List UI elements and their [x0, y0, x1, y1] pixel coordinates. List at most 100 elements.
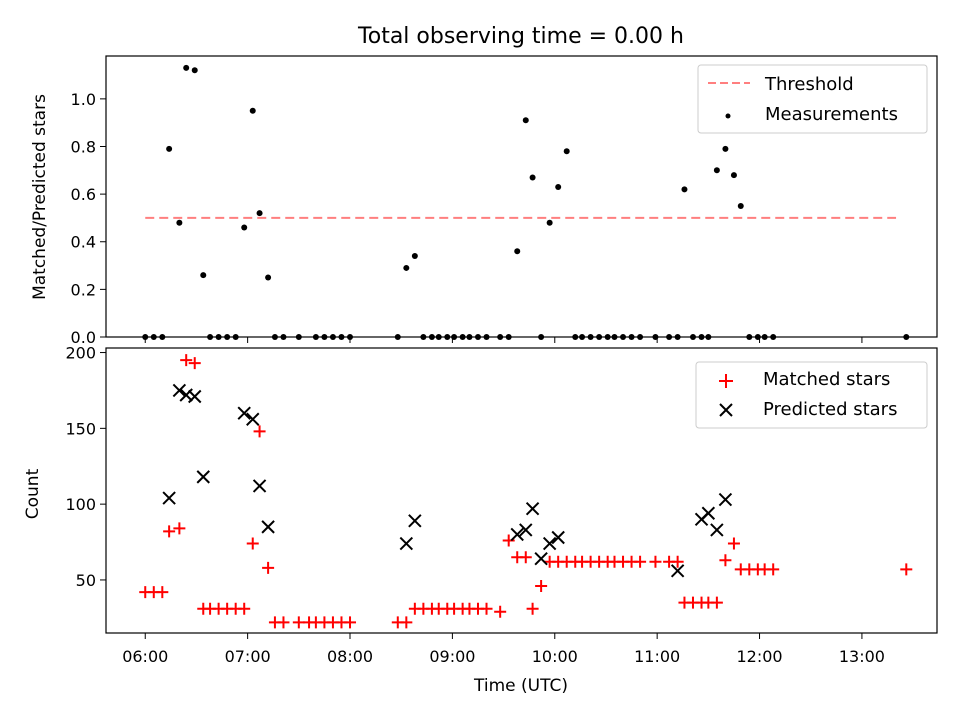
matched-point [502, 534, 515, 547]
matched-point [494, 605, 507, 618]
x-tick-label: 12:00 [736, 647, 782, 666]
measurement-point [176, 219, 183, 226]
matched-point [710, 596, 723, 609]
measurement-point [241, 224, 248, 231]
predicted-point [261, 520, 275, 534]
count-legend: Matched stars Predicted stars [695, 361, 928, 429]
measurement-point [166, 145, 173, 152]
legend-matched-label: Matched stars [763, 369, 890, 390]
count-axes-frame [105, 347, 938, 634]
y-tick-label: 0.4 [71, 233, 96, 252]
measurement-point [722, 145, 729, 152]
x-tick-label: 07:00 [225, 647, 271, 666]
predicted-point [237, 406, 251, 420]
x-tick-label: 10:00 [532, 647, 578, 666]
matched-point [671, 555, 684, 568]
matched-point [277, 616, 290, 629]
matched-point [519, 551, 532, 564]
matched-point [292, 616, 305, 629]
y-tick-label: 150 [65, 419, 96, 438]
predicted-point [172, 383, 187, 398]
y-tick-label: 100 [65, 495, 96, 514]
measurement-point [546, 219, 553, 226]
ratio-axes: 0.0 0.2 0.4 0.6 0.8 1.0 [71, 90, 863, 347]
chart-title: Total observing time = 0.00 h [357, 24, 684, 49]
measurement-point [563, 148, 570, 155]
measurement-point [522, 117, 529, 124]
x-tick-label: 06:00 [122, 647, 168, 666]
measurement-point [555, 183, 562, 190]
matched-point [400, 616, 413, 629]
count-panel: 50 100 150 200 06:00 07:00 08:00 09:00 10:00 11:0… [23, 344, 938, 666]
predicted-point [710, 523, 724, 537]
matched-point [188, 357, 201, 370]
ratio-legend-box [697, 64, 928, 134]
matched-point [163, 525, 176, 538]
matched-point [180, 354, 193, 367]
x-axis-label: Time (UTC) [473, 676, 568, 696]
y-tick-label: 0.0 [71, 328, 96, 347]
x-tick-label: 08:00 [327, 647, 373, 666]
measurement-point [265, 274, 272, 281]
matched-point [238, 602, 251, 615]
y-tick-label: 0.6 [71, 185, 96, 204]
predicted-point [246, 412, 260, 426]
matched-point [634, 555, 647, 568]
measurement-point [249, 107, 256, 114]
matched-point [526, 602, 539, 615]
y-tick-label: 0.8 [71, 137, 96, 156]
predicted-point [162, 491, 176, 505]
predicted-point [525, 501, 540, 516]
ratio-panel: 0.0 0.2 0.4 0.6 0.8 1.0 Matched/Predicted sta… [30, 55, 938, 347]
y-tick-label: 200 [65, 344, 96, 363]
predicted-point [188, 389, 202, 404]
measurement-point [681, 186, 688, 193]
predicted-point [519, 523, 533, 537]
y-tick-label: 0.2 [71, 280, 96, 299]
legend-measurements-swatch [725, 113, 731, 119]
y-tick-label: 1.0 [71, 90, 96, 109]
legend-threshold-label: Threshold [764, 74, 854, 95]
measurement-point [183, 64, 190, 71]
x-tick-label: 13:00 [839, 647, 885, 666]
matched-point [767, 563, 780, 576]
ratio-legend: Threshold Measurements [697, 64, 928, 134]
legend-measurements-label: Measurements [765, 104, 898, 125]
measurement-point [529, 174, 536, 181]
measurement-point [514, 248, 521, 255]
ratio-axes-frame [105, 55, 938, 338]
matched-point [535, 580, 548, 593]
measurement-point [191, 67, 198, 74]
matched-point [246, 537, 259, 550]
predicted-point [510, 527, 524, 542]
matched-point [719, 554, 732, 567]
x-tick-label: 09:00 [429, 647, 475, 666]
predicted-point [252, 479, 267, 493]
matched-point [727, 537, 740, 550]
measurement-point [256, 210, 263, 217]
matched-point [900, 563, 913, 576]
count-legend-box [695, 361, 928, 429]
x-tick-label: 11:00 [634, 647, 680, 666]
count-ylabel: Count [23, 468, 43, 519]
predicted-point [534, 552, 548, 566]
matched-point [156, 586, 169, 599]
predicted-point [551, 530, 565, 545]
measurement-point [730, 172, 737, 179]
predicted-point [196, 470, 210, 484]
matched-point [262, 561, 275, 574]
matched-point [173, 522, 186, 535]
measurement-point [200, 272, 207, 279]
predicted-point [408, 514, 422, 528]
measurement-point [411, 253, 418, 260]
predicted-point [718, 492, 733, 507]
predicted-point [701, 506, 716, 520]
predicted-point [542, 536, 557, 551]
ratio-ylabel: Matched/Predicted stars [30, 94, 50, 300]
measurement-point [713, 167, 720, 174]
matched-point [649, 555, 662, 568]
count-marks [139, 354, 913, 629]
y-tick-label: 50 [76, 571, 96, 590]
predicted-point [399, 536, 414, 551]
